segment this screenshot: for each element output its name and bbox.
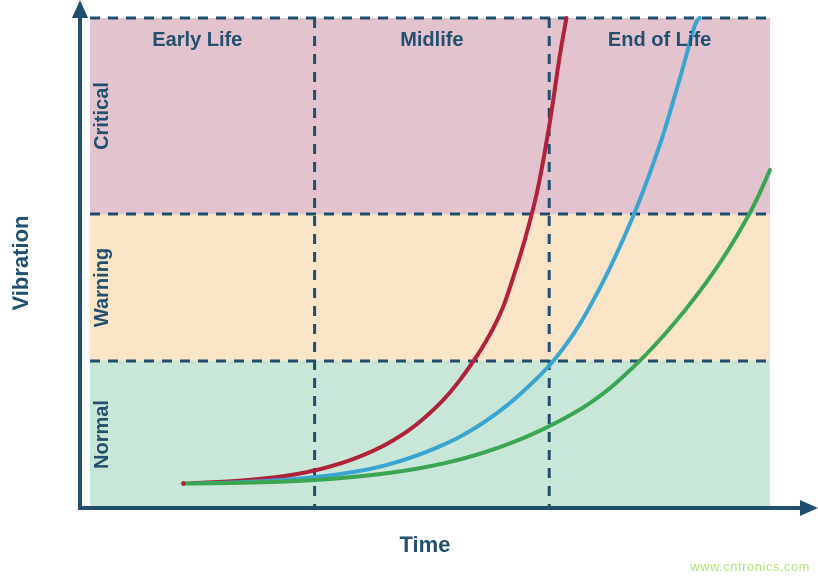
x-zone-label: Early Life bbox=[152, 29, 242, 51]
zone-band bbox=[90, 214, 770, 361]
y-zone-label: Warning bbox=[91, 248, 113, 327]
x-axis-arrow bbox=[800, 500, 818, 516]
zone-band bbox=[90, 361, 770, 508]
x-zone-label: End of Life bbox=[608, 29, 711, 51]
y-axis-arrow bbox=[72, 0, 88, 18]
watermark-text: www.cntronics.com bbox=[690, 559, 810, 574]
chart-svg: Normal Warning Critical Early Life Midlife En… bbox=[0, 0, 818, 580]
vibration-lifecycle-chart: Normal Warning Critical Early Life Midlife En… bbox=[0, 0, 818, 580]
y-zone-label: Critical bbox=[91, 82, 113, 150]
x-zone-label: Midlife bbox=[400, 29, 463, 51]
x-axis-title: Time bbox=[400, 532, 451, 557]
curve-start-dot bbox=[181, 481, 186, 486]
y-zone-label: Normal bbox=[91, 400, 113, 469]
y-axis-title: Vibration bbox=[8, 216, 33, 311]
